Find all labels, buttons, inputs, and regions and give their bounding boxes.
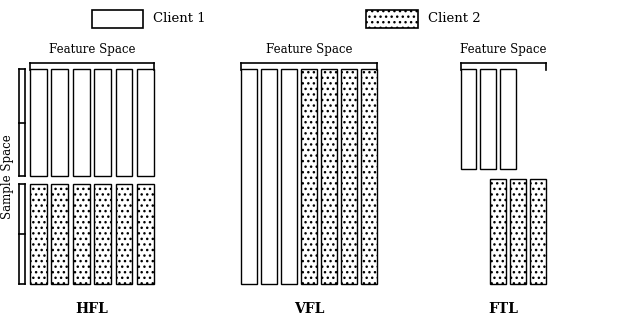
Bar bbox=[261, 69, 277, 284]
Bar bbox=[501, 69, 516, 169]
Text: HFL: HFL bbox=[75, 302, 108, 316]
Bar bbox=[116, 184, 133, 284]
Text: VFL: VFL bbox=[294, 302, 324, 316]
Bar bbox=[137, 184, 154, 284]
Bar bbox=[73, 184, 90, 284]
Bar bbox=[301, 69, 317, 284]
Bar bbox=[241, 69, 257, 284]
Bar bbox=[116, 69, 133, 176]
Bar bbox=[94, 69, 111, 176]
Bar bbox=[366, 10, 418, 28]
Bar bbox=[530, 179, 546, 284]
Text: Feature Space: Feature Space bbox=[265, 43, 352, 56]
Text: Feature Space: Feature Space bbox=[49, 43, 135, 56]
Bar bbox=[51, 69, 68, 176]
Bar bbox=[137, 69, 154, 176]
Text: FTL: FTL bbox=[489, 302, 518, 316]
Text: Sample Space: Sample Space bbox=[1, 134, 15, 219]
Bar bbox=[30, 184, 47, 284]
Bar bbox=[361, 69, 377, 284]
Bar bbox=[490, 179, 506, 284]
Bar bbox=[511, 179, 526, 284]
Bar bbox=[94, 184, 111, 284]
Bar bbox=[341, 69, 357, 284]
Text: Client 2: Client 2 bbox=[428, 13, 480, 26]
Bar bbox=[30, 69, 47, 176]
Bar bbox=[51, 184, 68, 284]
Bar bbox=[461, 69, 477, 169]
Bar bbox=[92, 10, 143, 28]
Text: Feature Space: Feature Space bbox=[460, 43, 547, 56]
Bar bbox=[73, 69, 90, 176]
Text: Client 1: Client 1 bbox=[154, 13, 206, 26]
Bar bbox=[321, 69, 337, 284]
Bar bbox=[281, 69, 297, 284]
Bar bbox=[480, 69, 496, 169]
